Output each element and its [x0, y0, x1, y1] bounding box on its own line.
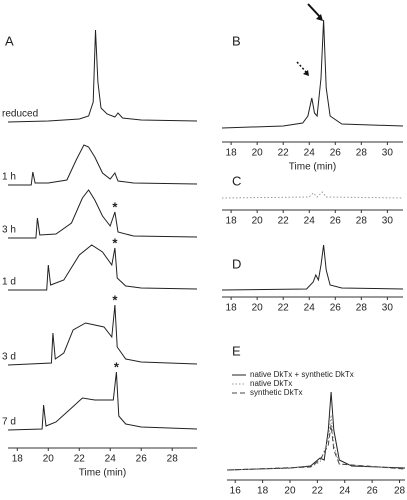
- legend-label: synthetic DkTx: [250, 388, 302, 397]
- trace: [221, 19, 404, 129]
- panel-label: D: [232, 256, 241, 271]
- trace: [7, 371, 198, 431]
- x-tick-label: 28: [356, 303, 368, 314]
- x-tick-label: 18: [226, 148, 238, 159]
- x-tick-label: 22: [278, 303, 290, 314]
- trace-label: reduced: [2, 109, 38, 120]
- panel-label: E: [232, 343, 241, 358]
- legend-label: native DkTx + synthetic DkTx: [250, 370, 354, 379]
- x-tick-label: 24: [339, 486, 351, 497]
- x-axis-label: Time (min): [79, 468, 126, 479]
- panel-label: A: [5, 33, 14, 48]
- x-tick-label: 20: [252, 216, 264, 227]
- annotation: *: [112, 199, 118, 214]
- x-axis-label: Time (min): [289, 162, 336, 173]
- trace: [7, 29, 198, 123]
- x-tick-label: 22: [74, 454, 86, 465]
- trace-label: 3 h: [2, 225, 16, 236]
- legend-label: native DkTx: [250, 379, 292, 388]
- x-tick-label: 24: [304, 303, 316, 314]
- x-tick-label: 30: [382, 148, 394, 159]
- x-tick-label: 20: [252, 148, 264, 159]
- trace: [8, 189, 198, 239]
- x-tick-label: 28: [356, 216, 368, 227]
- trace: [226, 424, 406, 471]
- arrow: [307, 3, 322, 19]
- x-tick-label: 28: [394, 486, 406, 497]
- x-tick-label: 20: [43, 454, 55, 465]
- panel-label: C: [232, 173, 241, 188]
- trace-label: 3 d: [2, 352, 16, 363]
- x-tick-label: 26: [330, 148, 342, 159]
- x-tick-label: 26: [330, 303, 342, 314]
- panel-label: B: [232, 33, 241, 48]
- x-tick-label: 24: [105, 454, 117, 465]
- trace: [226, 391, 406, 471]
- arrow-head: [303, 70, 309, 76]
- x-tick-label: 24: [304, 148, 316, 159]
- dashed-arrow: [296, 61, 308, 74]
- trace-label: 7 d: [2, 417, 16, 428]
- x-tick-label: 18: [226, 303, 238, 314]
- trace-label: 1 d: [2, 277, 16, 288]
- x-tick-label: 24: [304, 216, 316, 227]
- x-tick-label: 28: [167, 454, 179, 465]
- x-tick-label: 20: [252, 303, 264, 314]
- trace: [221, 191, 404, 199]
- x-tick-label: 26: [136, 454, 148, 465]
- x-tick-label: 22: [312, 486, 324, 497]
- trace: [7, 304, 198, 366]
- x-tick-label: 28: [356, 148, 368, 159]
- x-tick-label: 30: [382, 303, 394, 314]
- x-tick-label: 22: [278, 216, 290, 227]
- x-tick-label: 18: [12, 454, 24, 465]
- trace: [8, 244, 198, 291]
- x-tick-label: 30: [382, 216, 394, 227]
- trace: [221, 244, 404, 291]
- x-tick-label: 18: [257, 486, 269, 497]
- annotation: *: [112, 235, 118, 250]
- trace: [8, 144, 198, 186]
- annotation: *: [114, 359, 120, 374]
- x-tick-label: 18: [226, 216, 238, 227]
- x-tick-label: 26: [367, 486, 379, 497]
- x-tick-label: 26: [330, 216, 342, 227]
- x-tick-label: 16: [230, 486, 242, 497]
- annotation: *: [112, 292, 118, 307]
- trace-label: 1 h: [2, 172, 16, 183]
- arrow-head: [316, 14, 323, 21]
- x-tick-label: 20: [284, 486, 296, 497]
- x-tick-label: 22: [278, 148, 290, 159]
